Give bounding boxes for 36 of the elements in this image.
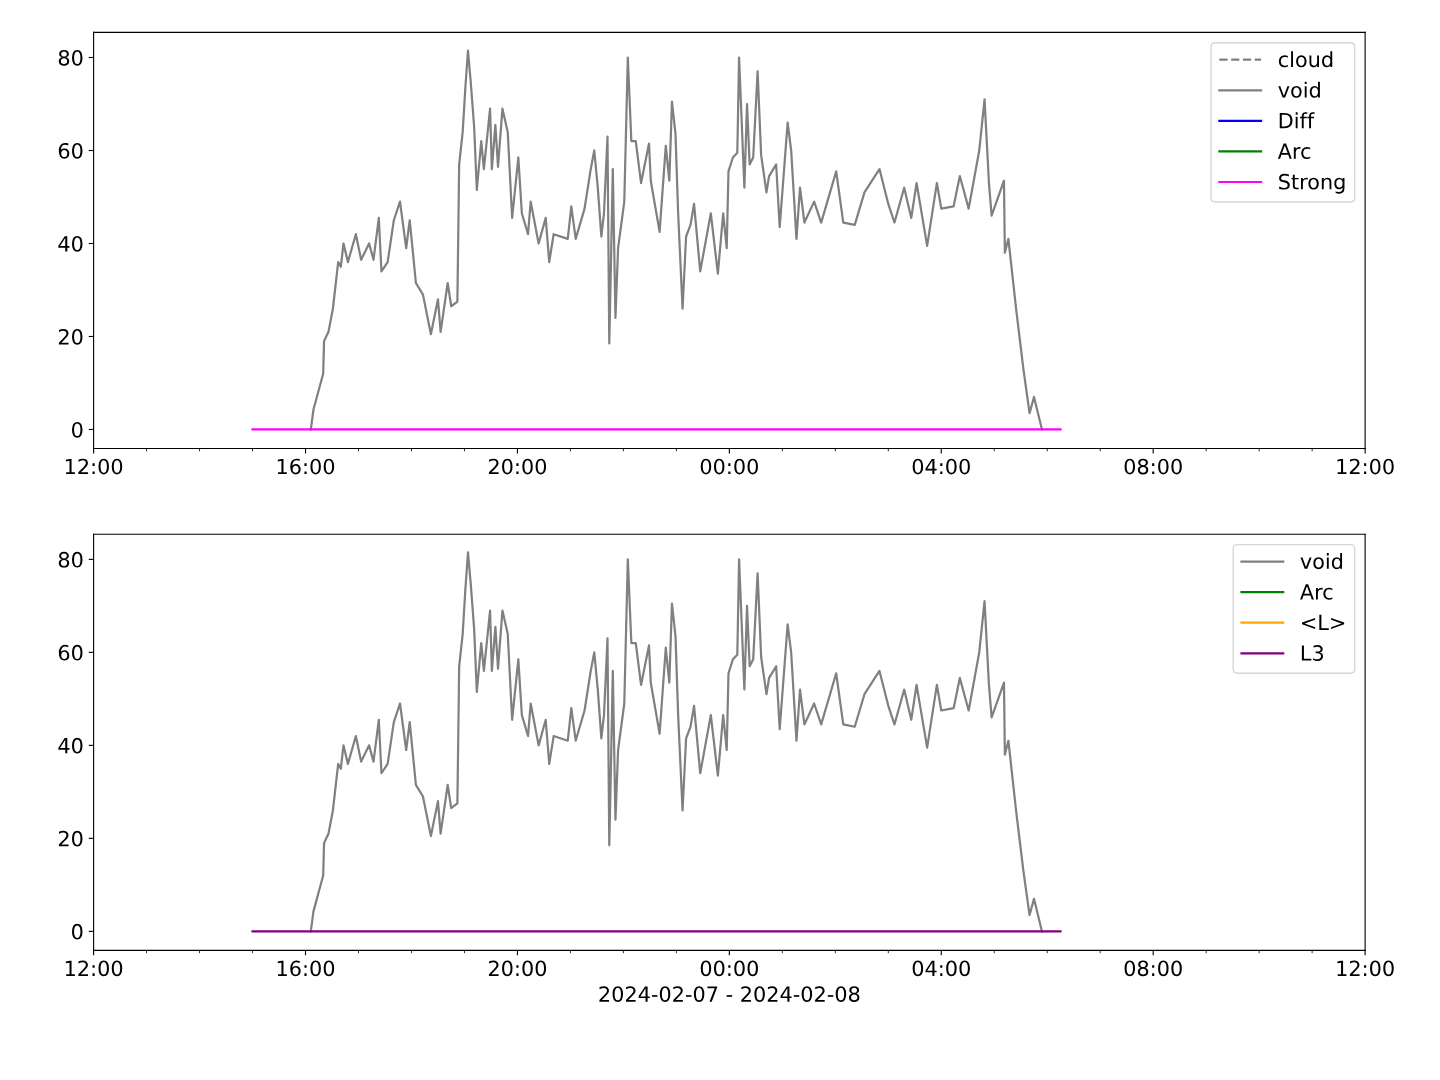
x-tick-label: 00:00 [700, 960, 758, 977]
y-tick-label: 60 [58, 644, 83, 661]
x-tick-label: 20:00 [488, 960, 547, 977]
x-tick-label: 08:00 [1124, 458, 1182, 475]
y-tick-label: 60 [58, 142, 83, 159]
legend-label: void [1278, 81, 1320, 98]
y-tick-label: 80 [58, 551, 83, 568]
y-tick-label: 40 [58, 737, 83, 754]
x-tick-label: 12:00 [65, 960, 123, 977]
x-tick-label: 12:00 [1337, 960, 1394, 977]
legend-label: Diff [1279, 112, 1315, 129]
line-series [309, 49, 1044, 431]
x-tick-label: 12:00 [65, 458, 123, 475]
legend-label: cloud [1278, 51, 1333, 68]
x-tick-label: 16:00 [277, 960, 335, 977]
x-tick-label: 12:00 [1337, 458, 1394, 475]
legend-label: Arc [1300, 584, 1333, 600]
legend-label: Arc [1277, 143, 1311, 160]
x-tick-label: 08:00 [1124, 960, 1182, 977]
line-series [309, 551, 1044, 933]
legend-label: void [1300, 553, 1343, 570]
y-tick-label: 80 [58, 49, 83, 66]
x-tick-label: 16:00 [277, 458, 335, 475]
y-tick-label: 0 [72, 421, 83, 438]
x-tick-label: 04:00 [912, 458, 970, 475]
legend-label: L3 [1301, 645, 1324, 661]
x-tick-label: 20:00 [488, 458, 547, 475]
x-tick-label: 00:00 [700, 458, 758, 475]
y-tick-label: 20 [58, 830, 83, 847]
legend-label: <L> [1302, 614, 1345, 630]
y-tick-label: 40 [58, 235, 83, 252]
y-tick-label: 20 [58, 328, 83, 345]
x-axis-title: 2024-02-07 - 2024-02-08 [599, 986, 860, 1002]
x-tick-label: 04:00 [912, 960, 970, 977]
legend-label: Strong [1279, 173, 1345, 194]
y-tick-label: 0 [72, 923, 83, 940]
